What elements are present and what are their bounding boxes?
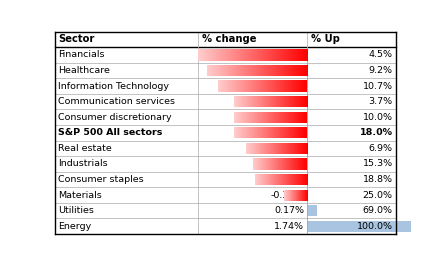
Text: 10.7%: 10.7%: [363, 82, 392, 90]
Text: 3.7%: 3.7%: [368, 97, 392, 106]
Bar: [55, 32, 396, 47]
Bar: [55, 141, 396, 156]
Text: -1.03%: -1.03%: [271, 144, 304, 153]
Bar: [307, 221, 411, 232]
Bar: [55, 219, 396, 234]
Text: -1.70%: -1.70%: [271, 66, 304, 75]
Text: -1.24%: -1.24%: [271, 97, 304, 106]
Text: 4.5%: 4.5%: [369, 50, 392, 59]
Text: Communication services: Communication services: [59, 97, 176, 106]
Text: 1.74%: 1.74%: [274, 222, 304, 231]
Bar: [55, 109, 396, 125]
Text: 0.17%: 0.17%: [274, 206, 304, 215]
Text: 15.3%: 15.3%: [363, 159, 392, 169]
Bar: [55, 203, 396, 219]
Bar: [55, 187, 396, 203]
Text: % change: % change: [202, 34, 256, 44]
Bar: [307, 205, 317, 216]
Text: -1.23%: -1.23%: [267, 128, 304, 137]
Bar: [55, 63, 396, 78]
Text: -0.91%: -0.91%: [271, 159, 304, 169]
Text: Utilities: Utilities: [59, 206, 94, 215]
Text: Energy: Energy: [59, 222, 92, 231]
Text: 100.0%: 100.0%: [356, 222, 392, 231]
Text: 25.0%: 25.0%: [363, 191, 392, 200]
Text: 69.0%: 69.0%: [363, 206, 392, 215]
Bar: [55, 125, 396, 141]
Text: Financials: Financials: [59, 50, 105, 59]
Text: -1.23%: -1.23%: [271, 113, 304, 122]
Text: 18.0%: 18.0%: [359, 128, 392, 137]
Text: Industrials: Industrials: [59, 159, 108, 169]
Bar: [55, 78, 396, 94]
Text: Sector: Sector: [59, 34, 95, 44]
Text: Information Technology: Information Technology: [59, 82, 169, 90]
Text: 9.2%: 9.2%: [369, 66, 392, 75]
Text: 18.8%: 18.8%: [363, 175, 392, 184]
Text: Consumer staples: Consumer staples: [59, 175, 144, 184]
Text: Materials: Materials: [59, 191, 102, 200]
Bar: [55, 156, 396, 172]
Text: Real estate: Real estate: [59, 144, 112, 153]
Text: Consumer discretionary: Consumer discretionary: [59, 113, 172, 122]
Text: % Up: % Up: [311, 34, 340, 44]
Bar: [55, 94, 396, 109]
Text: 6.9%: 6.9%: [369, 144, 392, 153]
Text: 10.0%: 10.0%: [363, 113, 392, 122]
Text: S&P 500 All sectors: S&P 500 All sectors: [59, 128, 163, 137]
Bar: [55, 47, 396, 63]
Bar: [55, 172, 396, 187]
Text: -0.89%: -0.89%: [271, 175, 304, 184]
Text: -0.39%: -0.39%: [271, 191, 304, 200]
Text: Healthcare: Healthcare: [59, 66, 110, 75]
Text: -1.50%: -1.50%: [271, 82, 304, 90]
Text: -1.84%: -1.84%: [271, 50, 304, 59]
